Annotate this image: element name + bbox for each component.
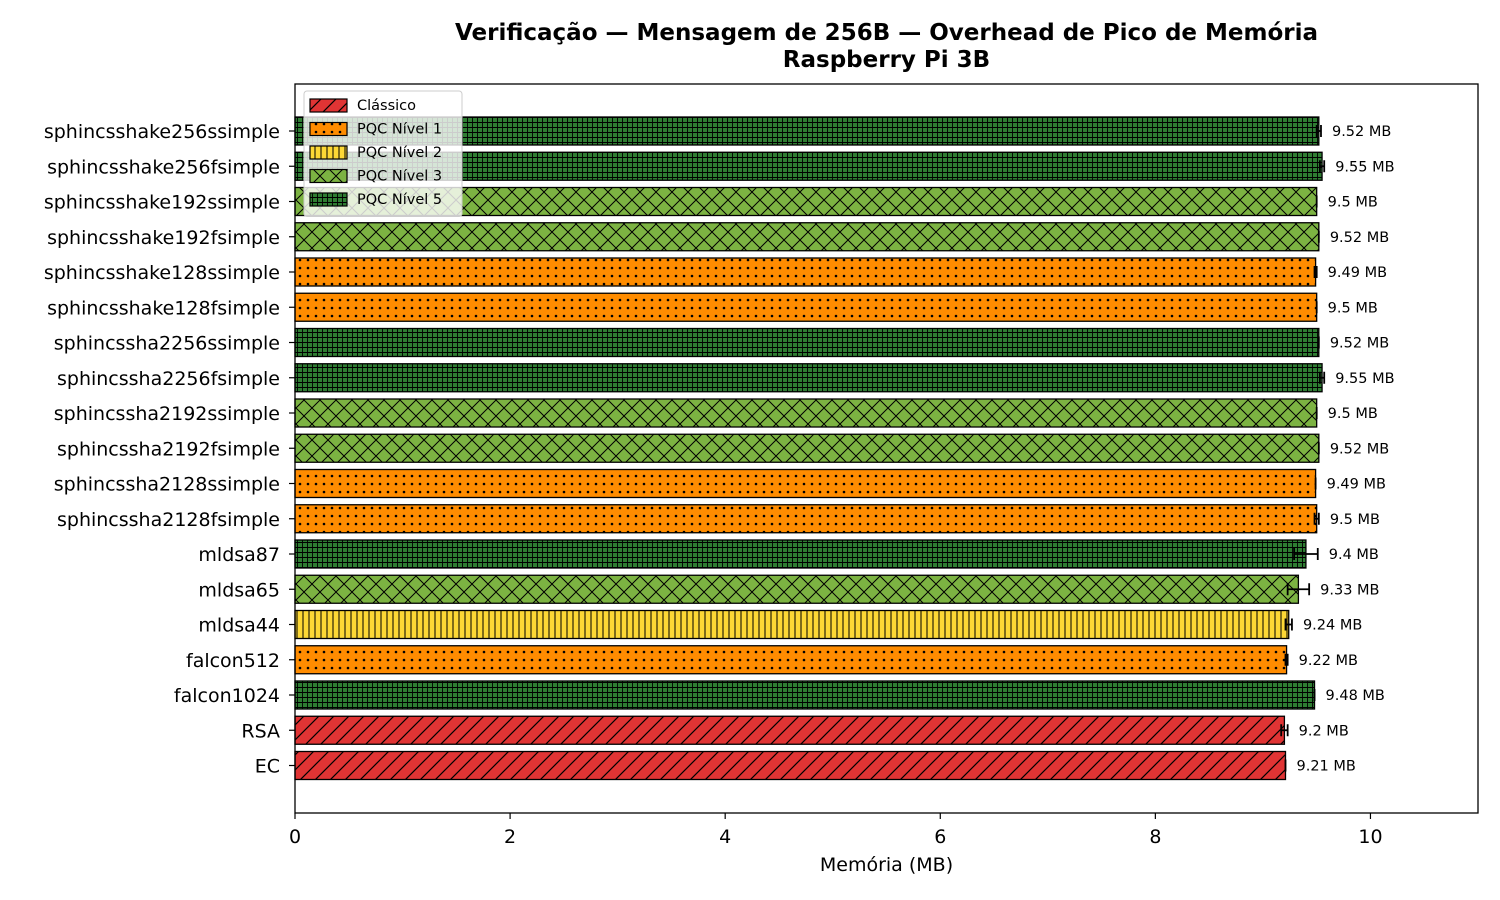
bar: [294, 504, 1318, 534]
chart-subtitle: Raspberry Pi 3B: [782, 47, 991, 73]
data-label: 9.49 MB: [1327, 477, 1386, 493]
data-label: 9.55 MB: [1335, 371, 1394, 387]
legend-label: Clássico: [357, 98, 416, 114]
bar: [294, 750, 1287, 781]
x-tick-label: 6: [934, 826, 946, 848]
legend-swatch: [309, 145, 348, 160]
data-label: 9.5 MB: [1328, 300, 1378, 316]
x-tick-label: 4: [719, 826, 731, 848]
chart-title: Verificação — Mensagem de 256B — Overhea…: [454, 20, 1319, 46]
data-label: 9.33 MB: [1320, 582, 1379, 598]
data-label: 9.49 MB: [1328, 265, 1387, 281]
y-tick-label: falcon512: [186, 650, 280, 672]
bar: [294, 292, 1318, 322]
data-label: 9.52 MB: [1330, 230, 1389, 246]
x-tick-label: 8: [1149, 826, 1161, 848]
y-tick-label: sphincsshake256ssimple: [44, 121, 280, 143]
y-tick-label: mldsa44: [198, 615, 280, 637]
bar: [294, 257, 1317, 287]
y-tick-label: sphincssha2192ssimple: [54, 403, 280, 425]
x-tick-label: 0: [289, 826, 301, 848]
legend-swatch: [309, 98, 348, 113]
y-tick-label: RSA: [241, 720, 280, 742]
bar: [294, 222, 1320, 252]
y-tick-label: sphincssha2192fsimple: [57, 438, 280, 460]
data-label: 9.52 MB: [1330, 441, 1389, 457]
bar: [294, 609, 1290, 640]
y-tick-label: mldsa65: [198, 579, 280, 601]
data-label: 9.55 MB: [1335, 159, 1394, 175]
bar: [294, 680, 1316, 710]
data-label: 9.5 MB: [1330, 512, 1380, 528]
legend-swatch: [309, 168, 348, 184]
bar: [294, 574, 1300, 604]
bar: [294, 539, 1307, 569]
legend-label: PQC Nível 2: [357, 145, 442, 161]
bar: [294, 468, 1317, 499]
data-label: 9.52 MB: [1332, 124, 1391, 140]
bar: [294, 327, 1320, 358]
x-axis-label: Memória (MB): [820, 854, 953, 876]
y-tick-label: sphincssha2128fsimple: [57, 509, 280, 531]
y-tick-label: EC: [255, 756, 280, 778]
y-tick-label: sphincsshake192ssimple: [44, 192, 280, 214]
y-tick-label: sphincsshake256fsimple: [47, 156, 280, 178]
data-label: 9.2 MB: [1299, 723, 1349, 739]
bar: [294, 715, 1286, 745]
data-label: 9.48 MB: [1326, 688, 1385, 704]
data-label: 9.22 MB: [1299, 653, 1358, 669]
data-label: 9.52 MB: [1330, 336, 1389, 352]
y-tick-label: sphincssha2128ssimple: [54, 474, 280, 496]
legend-swatch: [309, 121, 348, 137]
bar: [294, 186, 1318, 217]
data-label: 9.21 MB: [1296, 759, 1355, 775]
y-tick-label: falcon1024: [174, 685, 280, 707]
data-label: 9.5 MB: [1328, 406, 1378, 422]
y-tick-label: sphincsshake128fsimple: [47, 297, 280, 319]
bar: [294, 645, 1288, 675]
legend: Clássico PQC Nível 1 PQC Nível 2 PQC Nível …: [303, 90, 463, 217]
legend-swatch: [309, 192, 348, 207]
y-tick-label: sphincssha2256fsimple: [57, 368, 280, 390]
data-label: 9.24 MB: [1303, 618, 1362, 634]
data-label: 9.5 MB: [1328, 195, 1378, 211]
y-tick-label: sphincssha2256ssimple: [54, 333, 280, 355]
bar: [294, 433, 1320, 463]
bar: [294, 398, 1318, 428]
legend-label: PQC Nível 1: [357, 122, 442, 138]
bar: [294, 363, 1323, 393]
legend-label: PQC Nível 3: [357, 169, 442, 185]
y-tick-label: mldsa87: [198, 544, 280, 566]
y-tick-label: sphincsshake128ssimple: [44, 262, 280, 284]
y-tick-label: sphincsshake192fsimple: [47, 227, 280, 249]
x-tick-label: 10: [1358, 826, 1382, 848]
x-tick-label: 2: [504, 826, 516, 848]
legend-label: PQC Nível 5: [357, 192, 442, 208]
data-label: 9.4 MB: [1329, 547, 1379, 563]
bar: [294, 116, 1320, 146]
